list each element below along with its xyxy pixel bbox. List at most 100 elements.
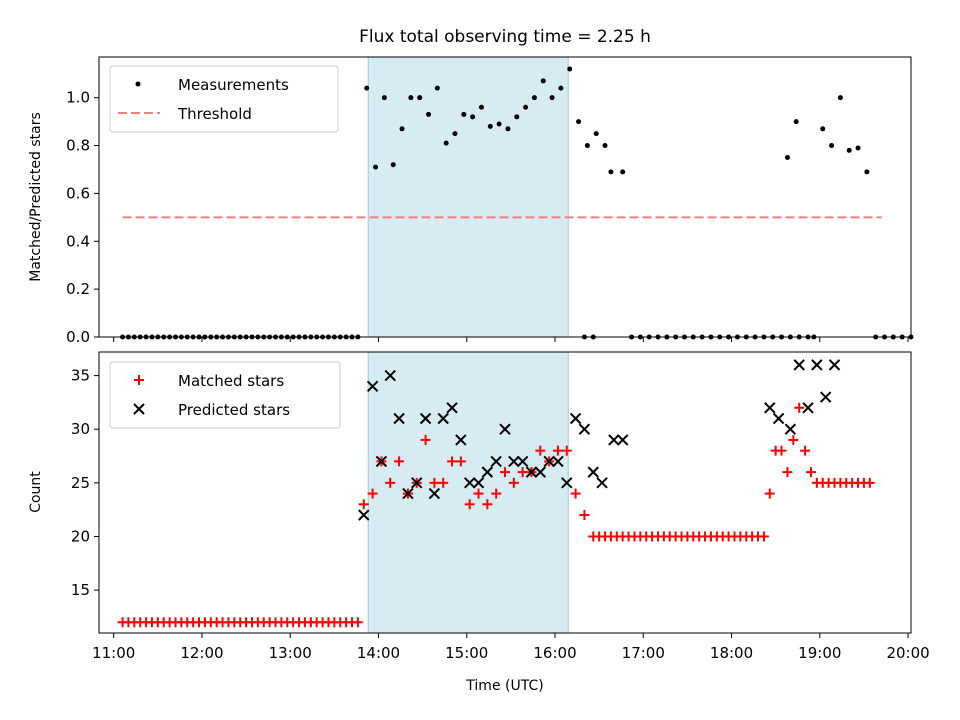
- matched-star-point: [864, 477, 875, 488]
- matched-star-point: [758, 531, 769, 542]
- measurement-point: [478, 104, 484, 110]
- observing-window-span-bottom: [367, 351, 569, 634]
- x-tick-label: 13:00: [269, 644, 312, 662]
- measurement-point: [381, 95, 387, 101]
- top-y-tick-label: 0.2: [66, 280, 90, 298]
- bottom-y-axis-label: Count: [28, 471, 44, 513]
- measurement-point: [461, 111, 467, 117]
- bottom-y-tick-label: 35: [71, 367, 90, 385]
- predicted-star-point: [499, 423, 511, 435]
- matched-star-point: [794, 402, 805, 413]
- predicted-star-point: [819, 391, 832, 403]
- predicted-star-point: [578, 423, 591, 435]
- top-legend: Measurements Threshold: [109, 65, 339, 133]
- predicted-star-point: [764, 402, 776, 414]
- measurement-point: [408, 95, 414, 101]
- top-y-tick-label: 0.4: [66, 232, 90, 250]
- measurement-point: [470, 114, 476, 120]
- bottom-legend: Matched stars Predicted stars: [109, 361, 341, 429]
- top-axis-ticks: 0.0 0.2 0.4 0.6 0.8 1.0: [66, 89, 909, 346]
- top-panel: 0.0 0.2 0.4 0.6 0.8 1.0 Flux total observing …: [28, 27, 914, 346]
- legend-predicted-label: Predicted stars: [178, 401, 290, 419]
- legend-measurements-label: Measurements: [178, 76, 289, 94]
- measurement-point: [593, 131, 599, 137]
- matched-star-point: [385, 477, 396, 488]
- predicted-star-point: [784, 423, 797, 435]
- measurement-point: [584, 143, 590, 149]
- x-tick-label: 18:00: [710, 644, 753, 662]
- matched-star-point: [482, 499, 493, 510]
- matched-star-point: [367, 488, 378, 499]
- matched-star-point: [535, 445, 546, 456]
- predicted-star-point: [411, 477, 423, 489]
- measurement-point: [373, 164, 379, 170]
- matched-star-point: [358, 499, 369, 510]
- measurement-point: [531, 95, 537, 101]
- x-tick-label: 15:00: [445, 644, 488, 662]
- matched-star-point: [800, 445, 811, 456]
- matched-star-point: [782, 467, 793, 478]
- predicted-star-point: [419, 412, 432, 425]
- predicted-star-point: [375, 455, 388, 468]
- predicted-star-point: [552, 455, 564, 468]
- x-tick-label: 11:00: [92, 644, 135, 662]
- matched-star-point: [552, 445, 563, 456]
- x-tick-label: 17:00: [622, 644, 665, 662]
- measurement-point: [399, 126, 405, 132]
- x-tick-label: 16:00: [533, 644, 576, 662]
- measurement-point: [390, 162, 396, 168]
- measurement-point: [864, 169, 870, 175]
- x-tick-label: 19:00: [798, 644, 841, 662]
- predicted-star-point: [525, 466, 538, 478]
- matched-star-point: [517, 467, 528, 478]
- predicted-star-point: [608, 434, 620, 446]
- chart-title: Flux total observing time = 2.25 h: [359, 27, 651, 47]
- matched-star-point: [455, 456, 466, 467]
- measurement-point: [434, 85, 440, 91]
- predicted-star-point: [402, 487, 414, 500]
- matched-star-point: [447, 456, 458, 467]
- matched-star-point: [579, 510, 590, 521]
- predicted-star-point: [616, 434, 629, 446]
- measurement-point: [417, 95, 423, 101]
- predicted-star-point: [596, 477, 608, 489]
- matched-star-point: [464, 499, 475, 510]
- measurement-point: [558, 85, 564, 91]
- matched-star-point: [805, 467, 816, 478]
- matched-star-point: [420, 434, 431, 445]
- top-legend-box: [109, 65, 339, 133]
- measurement-point: [487, 123, 493, 129]
- bottom-y-tick-label: 25: [71, 474, 90, 492]
- predicted-star-point: [543, 455, 555, 468]
- top-y-axis-label: Matched/Predicted stars: [28, 112, 44, 282]
- predicted-star-point: [772, 412, 785, 425]
- measurement-point: [620, 169, 626, 175]
- count-points: [117, 359, 875, 628]
- matched-star-point: [788, 434, 799, 445]
- top-y-tick-label: 0.6: [66, 184, 90, 202]
- predicted-star-point: [455, 434, 467, 446]
- matched-star-point: [500, 467, 510, 478]
- measurement-point: [576, 119, 582, 125]
- matched-star-point: [429, 477, 440, 488]
- top-y-tick-label: 1.0: [66, 89, 90, 107]
- matched-star-point: [473, 488, 484, 499]
- measurement-point: [523, 104, 529, 110]
- measurement-point: [820, 126, 826, 132]
- bottom-panel: 11:00 12:00 13:00 14:00 15:00 16:00 17:00 18:00…: [28, 351, 930, 694]
- matched-star-point: [764, 488, 775, 499]
- measurement-point: [602, 143, 608, 149]
- measurement-point: [505, 126, 511, 132]
- matched-star-point: [570, 488, 581, 499]
- predicted-star-point: [508, 455, 520, 468]
- bottom-y-tick-label: 20: [71, 527, 90, 545]
- predicted-star-point: [428, 487, 441, 500]
- x-axis-label: Time (UTC): [465, 678, 543, 694]
- matched-star-point: [491, 488, 502, 499]
- top-y-tick-label: 0.0: [66, 328, 90, 346]
- legend-threshold-label: Threshold: [177, 105, 252, 123]
- legend-predicted-marker: [133, 403, 145, 415]
- measurement-point: [443, 140, 449, 146]
- predicted-star-point: [446, 402, 458, 414]
